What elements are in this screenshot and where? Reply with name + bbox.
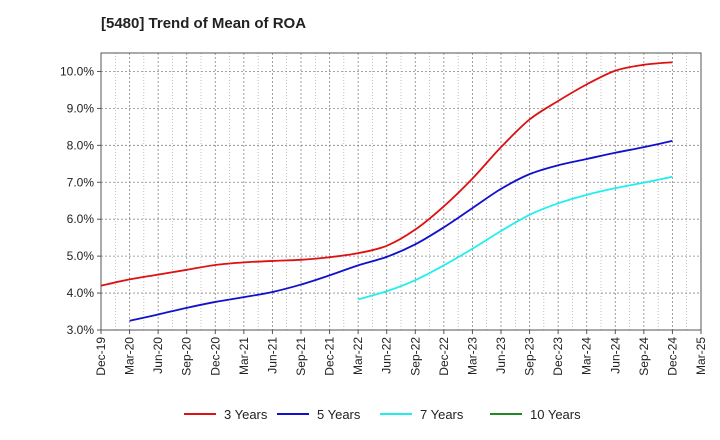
x-tick-label: Jun-22 [380,337,394,374]
x-tick-label: Sep-21 [294,337,308,376]
series-line-5-years [129,140,673,322]
x-tick-label: Dec-24 [665,337,679,376]
x-tick-label: Mar-24 [580,337,594,375]
x-tick-label: Sep-24 [637,337,651,376]
y-tick-label: 7.0% [67,175,95,189]
chart-title: [5480] Trend of Mean of ROA [101,15,307,32]
x-tick-label: Mar-23 [465,337,479,375]
x-tick-label: Sep-22 [408,337,422,376]
x-tick-label: Dec-19 [94,337,108,376]
x-tick-label: Sep-20 [180,337,194,376]
y-tick-label: 3.0% [67,323,95,337]
x-tick-label: Dec-22 [437,337,451,376]
legend-label-3-years: 3 Years [224,407,268,422]
y-tick-label: 10.0% [60,64,94,78]
x-tick-label: Mar-22 [351,337,365,375]
legend-label-7-years: 7 Years [420,407,464,422]
series-line-3-years [100,61,673,287]
legend-label-10-years: 10 Years [530,407,581,422]
x-tick-label: Dec-23 [551,337,565,376]
x-tick-label: Sep-23 [523,337,537,376]
x-tick-label: Dec-21 [323,337,337,376]
x-tick-label: Jun-20 [151,337,165,374]
plot-frame [100,52,702,331]
x-tick-label: Jun-21 [265,337,279,374]
y-tick-label: 9.0% [67,101,95,115]
series-line-7-years [357,175,673,301]
y-tick-label: 8.0% [67,138,95,152]
y-tick-label: 6.0% [67,212,95,226]
x-tick-label: Dec-20 [208,337,222,376]
legend-label-5-years: 5 Years [317,407,361,422]
x-tick-label: Mar-25 [694,337,708,375]
x-tick-label: Jun-24 [608,337,622,374]
y-tick-label: 5.0% [67,249,95,263]
x-tick-label: Mar-21 [237,337,251,375]
y-tick-label: 4.0% [67,286,95,300]
x-tick-label: Mar-20 [123,337,137,375]
x-tick-label: Jun-23 [494,337,508,374]
